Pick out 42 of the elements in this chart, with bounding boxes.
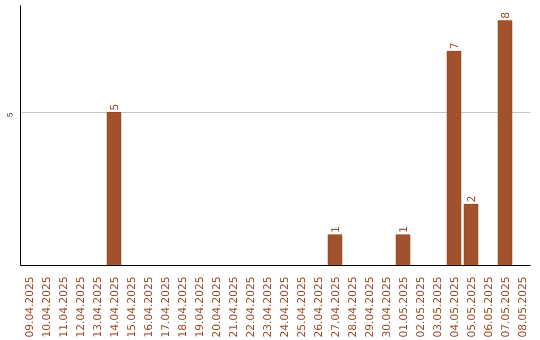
x-tick-label: 02.05.2025 [414,276,427,338]
data-label: 1 [329,226,342,233]
x-tick-label: 16.04.2025 [142,276,155,338]
x-tick-label: 27.04.2025 [329,276,342,338]
data-label: 5 [108,104,121,111]
x-tick-label: 10.04.2025 [40,276,53,338]
x-tick-label: 18.04.2025 [176,276,189,338]
x-tick-label: 12.04.2025 [74,276,87,338]
x-tick-label: 22.04.2025 [244,276,257,338]
x-tick-label: 13.04.2025 [91,276,104,338]
data-label: 7 [448,42,461,50]
bar [446,50,462,266]
x-tick-label: 03.05.2025 [431,276,444,338]
x-tick-label: 01.05.2025 [397,276,410,338]
data-label: 1 [397,226,410,233]
x-tick-label: 25.04.2025 [295,276,308,338]
x-tick-label: 26.04.2025 [312,276,325,338]
x-tick-label: 24.04.2025 [278,276,291,338]
data-label: 8 [499,12,512,19]
x-tick-label: 30.04.2025 [380,276,393,338]
bar [498,20,512,266]
bar [464,204,478,266]
x-tick-label: 14.04.2025 [108,276,121,338]
x-tick-label: 23.04.2025 [261,276,274,338]
x-tick-label: 21.04.2025 [227,276,240,338]
bar [396,234,410,266]
x-tick-label: 07.05.2025 [499,276,512,338]
x-tick-label: 04.05.2025 [448,276,461,338]
bar [328,234,342,266]
x-tick-label: 09.04.2025 [23,276,36,338]
x-tick-label: 28.04.2025 [346,276,359,338]
x-tick-label: 17.04.2025 [159,276,172,338]
x-tick-label: 05.05.2025 [465,276,478,338]
x-tick-label: 20.04.2025 [210,276,223,338]
x-tick-label: 29.04.2025 [363,276,376,338]
bar [106,112,122,266]
x-tick-label: 06.05.2025 [482,276,495,338]
x-tick-label: 11.04.2025 [57,276,70,338]
x-tick-label: 15.04.2025 [125,276,138,338]
data-label: 2 [465,196,478,202]
x-tick-label: 19.04.2025 [193,276,206,338]
x-tick-label: 08.05.2025 [516,276,529,338]
